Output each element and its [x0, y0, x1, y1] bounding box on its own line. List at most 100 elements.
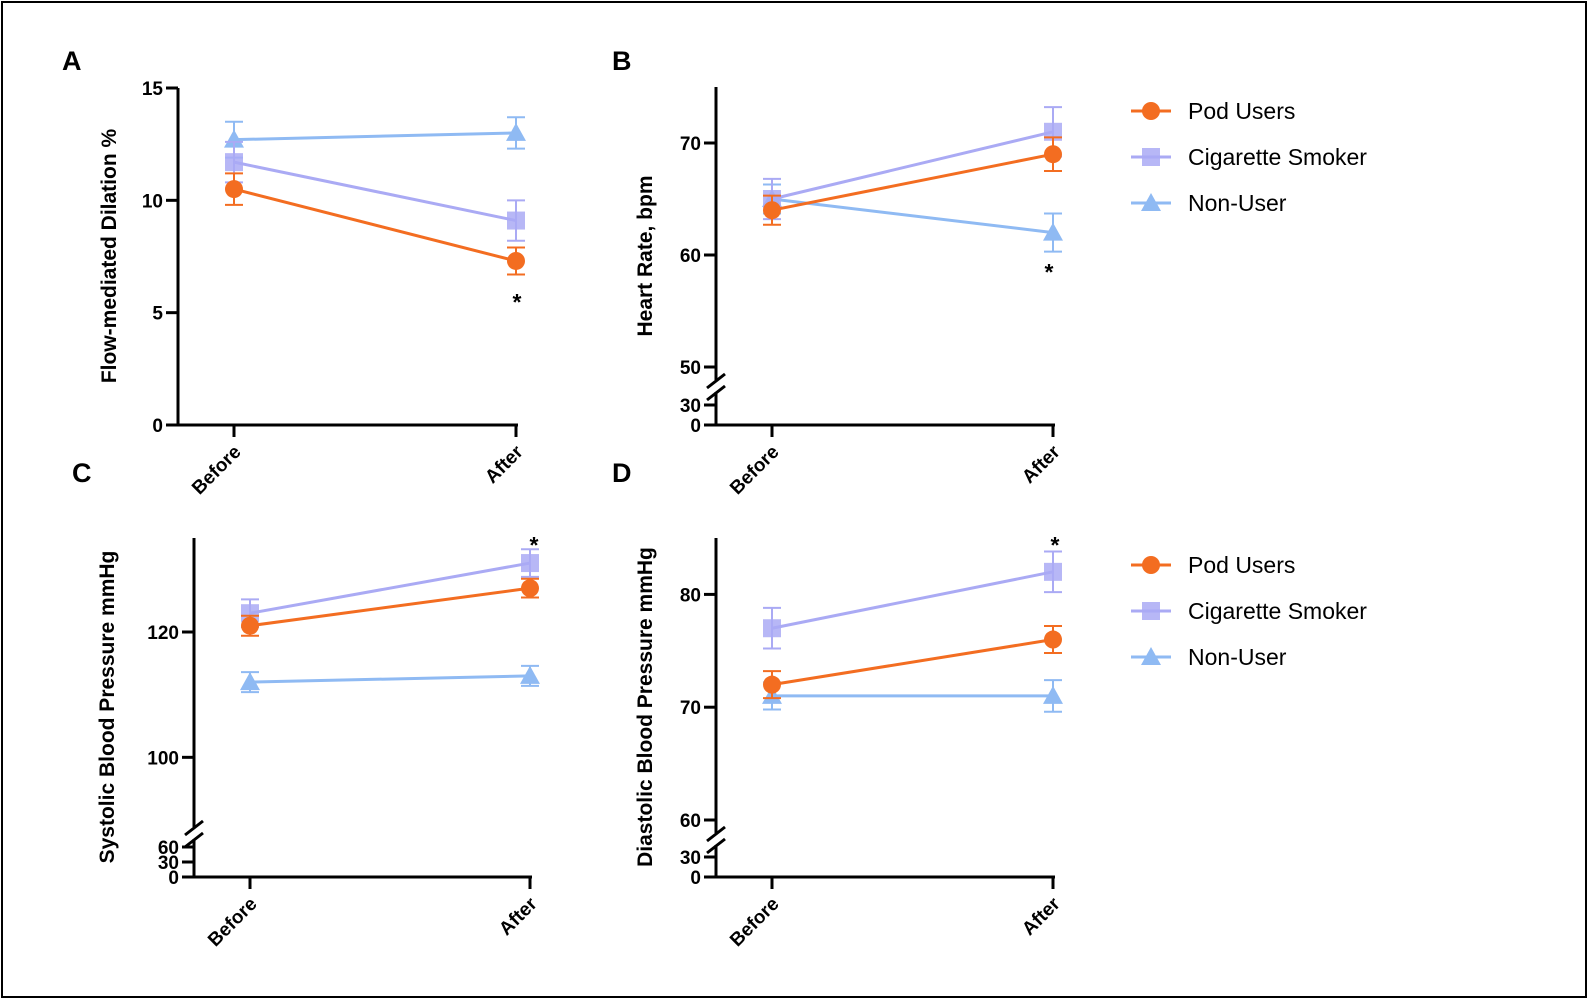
- panel-c-series-cigarette-smoker: [241, 548, 539, 628]
- cigarette-smoker-point: [521, 554, 539, 573]
- cigarette-smoker-line: [771, 130, 1054, 201]
- legend-label-cigarette-smoker: Cigarette Smoker: [1188, 144, 1367, 170]
- panel-c-y-tick-label: 100: [147, 748, 179, 769]
- cigarette-smoker-point: [1044, 122, 1062, 141]
- panel-b-y-tick-label: 60: [680, 246, 701, 267]
- panel-b-letter: B: [612, 46, 632, 76]
- legend-label-pod-users: Pod Users: [1188, 552, 1295, 578]
- legend-marker-non-user: [1141, 647, 1161, 665]
- non-user-line: [249, 674, 531, 684]
- panel-c-y-tick-label: 120: [147, 623, 179, 644]
- panel-d-series-pod-users: [763, 624, 1062, 700]
- legend-label-cigarette-smoker: Cigarette Smoker: [1188, 598, 1367, 624]
- legend-label-pod-users: Pod Users: [1188, 98, 1295, 124]
- panel-c-x-tick-label: After: [495, 893, 542, 940]
- pod-users-point: [1044, 630, 1062, 649]
- pod-users-line: [771, 638, 1054, 687]
- panel-d-y-tick-label: 60: [680, 811, 701, 832]
- panel-d-y-tick-label: 0: [690, 868, 701, 889]
- panel-d-y-tick-label: 70: [680, 698, 701, 719]
- legend-marker-pod-users: [1142, 102, 1160, 120]
- panel-a-y-tick-label: 5: [152, 304, 163, 325]
- panel-d: D 030 60 70 80 Before After Diastolic Blood Pre…: [612, 458, 1065, 951]
- panel-c-y-tick-label: 0: [168, 868, 179, 889]
- panel-c-y-tick-label: 60: [158, 838, 179, 859]
- pod-users-line: [249, 586, 531, 628]
- pod-users-point: [1044, 145, 1062, 164]
- pod-users-point: [521, 579, 539, 598]
- panel-d-series-non-user: [762, 679, 1063, 713]
- legend-label-non-user: Non-User: [1188, 190, 1287, 216]
- cigarette-smoker-point: [241, 604, 259, 623]
- panel-b-y-tick-label: 70: [680, 134, 701, 155]
- panel-d-axis-break-mark: [706, 825, 726, 843]
- panel-c-axis-break-mark: [184, 819, 204, 837]
- panel-c-series-non-user: [240, 664, 540, 694]
- non-user-point: [1043, 222, 1063, 241]
- panel-d-x-tick-label: After: [1018, 893, 1065, 940]
- panel-d-x-tick-label: Before: [726, 894, 783, 951]
- panel-a-series-pod-users: [225, 172, 525, 276]
- panel-b-axis-break-mark: [706, 384, 726, 402]
- panel-a-series-non-user: [224, 116, 526, 159]
- cigarette-smoker-point: [225, 153, 243, 172]
- pod-users-point: [507, 251, 525, 270]
- panel-a-y-tick-label: 0: [152, 416, 163, 437]
- cigarette-smoker-line: [771, 570, 1054, 630]
- legend-marker-cigarette-smoker: [1142, 148, 1160, 166]
- panel-b-series-pod-users: [763, 136, 1062, 226]
- panel-a-significance-star: *: [513, 289, 522, 315]
- cigarette-smoker-point: [1044, 562, 1062, 581]
- panel-b-x-tick-label: After: [1018, 441, 1065, 488]
- panel-a: A 0 5 10 15 Before After Flow-mediated Dilation…: [62, 46, 528, 499]
- panel-c-axis-break-mark: [184, 831, 204, 849]
- panel-b-y-tick-label: 0: [690, 416, 701, 437]
- non-user-point: [506, 122, 526, 141]
- panel-b-series-non-user: [762, 183, 1063, 253]
- pod-users-line: [233, 187, 517, 263]
- non-user-point: [1043, 685, 1063, 704]
- panel-d-series-cigarette-smoker: [763, 550, 1062, 650]
- legend-bottom: Pod Users Cigarette Smoker Non-User: [1131, 552, 1367, 670]
- panel-c-significance-star: *: [530, 532, 539, 558]
- panel-d-axis-break-mark: [706, 837, 726, 855]
- panel-a-letter: A: [62, 46, 82, 76]
- panel-b-y-axis-title: Heart Rate, bpm: [634, 175, 657, 336]
- legend-label-non-user: Non-User: [1188, 644, 1287, 670]
- panel-d-y-tick-label: 80: [680, 585, 701, 606]
- legend-marker-non-user: [1141, 193, 1161, 211]
- pod-users-point: [225, 180, 243, 199]
- legend-top: Pod Users Cigarette Smoker Non-User: [1131, 98, 1367, 216]
- panel-d-significance-star: *: [1051, 532, 1060, 558]
- legend-marker-pod-users: [1142, 556, 1160, 574]
- panel-a-y-tick-label: 15: [142, 79, 164, 100]
- panel-b-significance-star: *: [1045, 259, 1054, 285]
- non-user-point: [240, 672, 260, 691]
- panel-d-y-tick-label: 30: [680, 848, 701, 869]
- panel-a-x-tick-label: After: [481, 441, 528, 488]
- panel-a-x-tick-label: Before: [188, 442, 245, 499]
- panel-b: B 030 50 60 70 Before After Heart Rate, bpm *: [612, 46, 1065, 499]
- non-user-point: [224, 129, 244, 148]
- panel-b-y-tick-label: 50: [680, 358, 701, 379]
- panel-b-y-tick-label: 30: [680, 396, 701, 417]
- pod-users-point: [763, 675, 781, 694]
- panel-b-axis-break-mark: [706, 372, 726, 390]
- non-user-line: [233, 131, 517, 142]
- cigarette-smoker-point: [763, 619, 781, 638]
- cigarette-smoker-point: [507, 211, 525, 230]
- pod-users-point: [763, 201, 781, 220]
- pod-users-point: [241, 616, 259, 635]
- panel-b-x-tick-label: Before: [726, 442, 783, 499]
- non-user-point: [520, 665, 540, 684]
- panel-d-y-axis-title: Diastolic Blood Pressure mmHg: [634, 547, 657, 867]
- panel-a-y-axis-title: Flow-mediated Dilation %: [98, 129, 121, 384]
- cigarette-smoker-line: [233, 160, 517, 223]
- panel-c-series-pod-users: [241, 577, 539, 637]
- panel-c-y-tick-label: 30: [158, 853, 179, 874]
- panel-a-y-tick-label: 10: [142, 191, 163, 212]
- legend-marker-cigarette-smoker: [1142, 602, 1160, 620]
